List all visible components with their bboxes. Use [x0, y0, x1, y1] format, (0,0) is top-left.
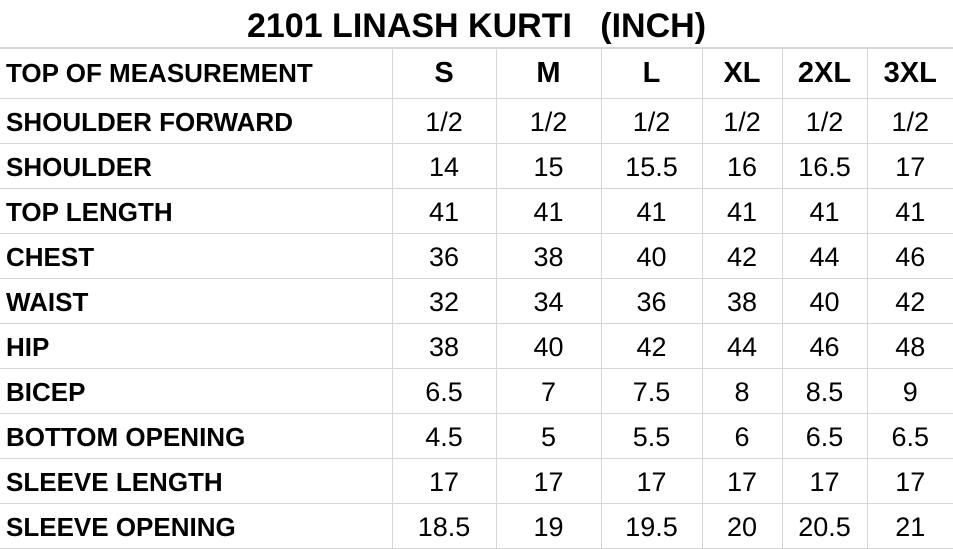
table-row: SLEEVE LENGTH 17 17 17 17 17 17 [0, 458, 953, 504]
measurement-cell: 5.5 [600, 413, 703, 459]
measurement-cell: 34 [495, 278, 602, 324]
table-row: BICEP 6.5 7 7.5 8 8.5 9 [0, 368, 953, 414]
measurement-cell: 6.5 [391, 368, 497, 414]
row-label: SLEEVE OPENING [0, 503, 393, 549]
measurement-cell: 40 [781, 278, 868, 324]
measurement-cell: 41 [781, 188, 868, 234]
measurement-cell: 40 [600, 233, 703, 279]
measurement-cell: 9 [866, 368, 953, 414]
table-row: SLEEVE OPENING 18.5 19 19.5 20 20.5 21 [0, 503, 953, 549]
measurement-cell: 44 [781, 233, 868, 279]
measurement-cell: 38 [495, 233, 602, 279]
size-header-xl: XL [701, 48, 783, 99]
measurement-cell: 41 [600, 188, 703, 234]
measurement-cell: 1/2 [600, 98, 703, 144]
measurement-cell: 17 [781, 458, 868, 504]
measurement-cell: 21 [866, 503, 953, 549]
measurement-cell: 1/2 [495, 98, 602, 144]
table-row: TOP LENGTH 41 41 41 41 41 41 [0, 188, 953, 234]
row-label: SLEEVE LENGTH [0, 458, 393, 504]
sheet-title: 2101 LINASH KURTI (INCH) [0, 0, 953, 48]
measurement-cell: 42 [866, 278, 953, 324]
size-header-2xl: 2XL [781, 48, 868, 99]
measurement-cell: 17 [866, 143, 953, 189]
measurement-cell: 20.5 [781, 503, 868, 549]
row-label: TOP LENGTH [0, 188, 393, 234]
row-label: SHOULDER [0, 143, 393, 189]
measurement-cell: 17 [701, 458, 783, 504]
measurement-cell: 38 [701, 278, 783, 324]
measurement-cell: 36 [391, 233, 497, 279]
measurement-cell: 46 [866, 233, 953, 279]
size-chart-table: TOP OF MEASUREMENT S M L XL 2XL 3XL SHOU… [0, 48, 953, 549]
measurement-cell: 40 [495, 323, 602, 369]
measurement-cell: 41 [701, 188, 783, 234]
measurement-cell: 17 [866, 458, 953, 504]
measurement-cell: 15 [495, 143, 602, 189]
row-label: CHEST [0, 233, 393, 279]
measurement-cell: 32 [391, 278, 497, 324]
row-label: WAIST [0, 278, 393, 324]
measurement-cell: 6.5 [866, 413, 953, 459]
size-header-s: S [391, 48, 497, 99]
header-label: TOP OF MEASUREMENT [0, 48, 393, 99]
table-row: CHEST 36 38 40 42 44 46 [0, 233, 953, 279]
measurement-cell: 1/2 [701, 98, 783, 144]
measurement-cell: 17 [495, 458, 602, 504]
measurement-cell: 7 [495, 368, 602, 414]
row-label: BICEP [0, 368, 393, 414]
measurement-cell: 44 [701, 323, 783, 369]
measurement-cell: 19 [495, 503, 602, 549]
measurement-cell: 8.5 [781, 368, 868, 414]
measurement-cell: 18.5 [391, 503, 497, 549]
measurement-cell: 20 [701, 503, 783, 549]
measurement-cell: 1/2 [391, 98, 497, 144]
measurement-cell: 16.5 [781, 143, 868, 189]
table-row: SHOULDER FORWARD 1/2 1/2 1/2 1/2 1/2 1/2 [0, 98, 953, 144]
measurement-cell: 1/2 [866, 98, 953, 144]
table-row: BOTTOM OPENING 4.5 5 5.5 6 6.5 6.5 [0, 413, 953, 459]
table-row: HIP 38 40 42 44 46 48 [0, 323, 953, 369]
measurement-cell: 14 [391, 143, 497, 189]
measurement-cell: 41 [866, 188, 953, 234]
header-row: TOP OF MEASUREMENT S M L XL 2XL 3XL [0, 48, 953, 99]
measurement-cell: 7.5 [600, 368, 703, 414]
measurement-cell: 38 [391, 323, 497, 369]
table-row: SHOULDER 14 15 15.5 16 16.5 17 [0, 143, 953, 189]
measurement-cell: 48 [866, 323, 953, 369]
measurement-cell: 5 [495, 413, 602, 459]
measurement-cell: 42 [600, 323, 703, 369]
measurement-cell: 41 [391, 188, 497, 234]
measurement-cell: 46 [781, 323, 868, 369]
size-header-l: L [600, 48, 703, 99]
measurement-cell: 4.5 [391, 413, 497, 459]
measurement-cell: 1/2 [781, 98, 868, 144]
row-label: SHOULDER FORWARD [0, 98, 393, 144]
size-header-m: M [495, 48, 602, 99]
measurement-cell: 42 [701, 233, 783, 279]
measurement-cell: 36 [600, 278, 703, 324]
size-header-3xl: 3XL [866, 48, 953, 99]
measurement-cell: 6.5 [781, 413, 868, 459]
measurement-cell: 15.5 [600, 143, 703, 189]
measurement-cell: 8 [701, 368, 783, 414]
row-label: BOTTOM OPENING [0, 413, 393, 459]
measurement-cell: 19.5 [600, 503, 703, 549]
measurement-cell: 6 [701, 413, 783, 459]
measurement-cell: 16 [701, 143, 783, 189]
measurement-cell: 17 [600, 458, 703, 504]
measurement-cell: 41 [495, 188, 602, 234]
measurement-cell: 17 [391, 458, 497, 504]
row-label: HIP [0, 323, 393, 369]
table-row: WAIST 32 34 36 38 40 42 [0, 278, 953, 324]
